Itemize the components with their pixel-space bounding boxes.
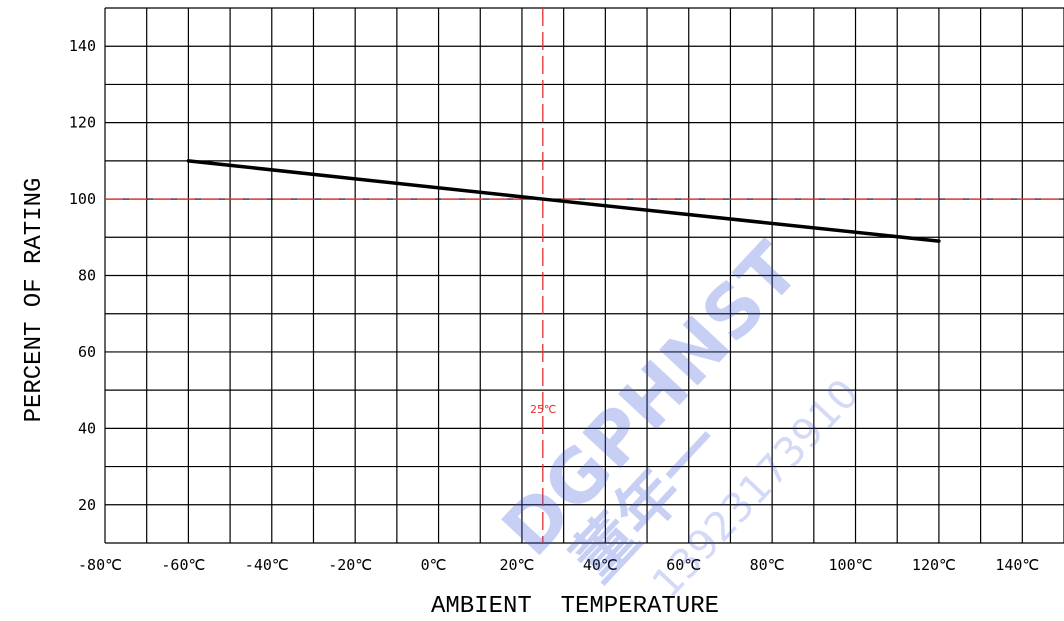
y-tick-label: 20 (78, 496, 96, 514)
y-tick-label: 120 (69, 114, 96, 132)
reference-label-25c: 25℃ (530, 403, 556, 416)
reference-lines (105, 8, 1064, 543)
x-tick-label: -60℃ (161, 556, 205, 574)
x-tick-label: -20℃ (328, 556, 372, 574)
x-tick-label: 40℃ (583, 556, 618, 574)
y-tick-label: 60 (78, 343, 96, 361)
x-tick-label: 100℃ (829, 556, 873, 574)
y-tick-labels: 140 120 100 80 60 40 20 (69, 37, 96, 514)
x-tick-label: -80℃ (78, 556, 122, 574)
series-line (186, 159, 941, 243)
x-tick-label: 120℃ (912, 556, 956, 574)
y-tick-label: 80 (78, 267, 96, 285)
x-tick-label: -40℃ (245, 556, 289, 574)
x-tick-label: 60℃ (666, 556, 701, 574)
x-axis-label: AMBIENT TEMPERATURE (431, 593, 719, 620)
series-group (186, 159, 941, 243)
y-tick-label: 140 (69, 37, 96, 55)
x-tick-label: 0℃ (421, 556, 447, 574)
x-tick-label: 80℃ (750, 556, 785, 574)
x-tick-label: 140℃ (995, 556, 1039, 574)
x-tick-labels: -80℃ -60℃ -40℃ -20℃ 0℃ 20℃ 40℃ 60℃ 80℃ 100℃ 120℃ 14… (78, 556, 1039, 574)
y-axis-label: PERCENT OF RATING (21, 178, 48, 423)
y-tick-label: 40 (78, 419, 96, 437)
x-tick-label: 20℃ (499, 556, 534, 574)
y-tick-label: 100 (69, 190, 96, 208)
grid-lines (104, 7, 1064, 544)
